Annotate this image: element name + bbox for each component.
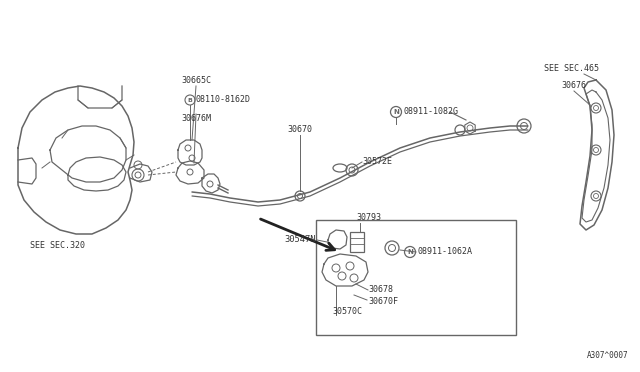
Text: 30670: 30670 xyxy=(287,125,312,134)
Text: 30572E: 30572E xyxy=(362,157,392,167)
Bar xyxy=(350,232,364,252)
Text: B: B xyxy=(188,97,193,103)
Text: 08110-8162D: 08110-8162D xyxy=(196,96,251,105)
Text: N: N xyxy=(393,109,399,115)
Text: 30670F: 30670F xyxy=(368,298,398,307)
Text: 30570C: 30570C xyxy=(332,307,362,316)
Text: 08911-1062A: 08911-1062A xyxy=(417,247,472,257)
Text: 30676M: 30676M xyxy=(181,114,211,123)
Text: 30678: 30678 xyxy=(368,285,393,295)
Bar xyxy=(316,220,516,335)
Text: 30547N: 30547N xyxy=(285,235,316,244)
Text: 30676: 30676 xyxy=(561,81,586,90)
Text: N: N xyxy=(407,249,413,255)
Text: 08911-1082G: 08911-1082G xyxy=(403,108,458,116)
Text: SEE SEC.465: SEE SEC.465 xyxy=(545,64,600,73)
Text: 30665C: 30665C xyxy=(181,76,211,85)
Text: SEE SEC.320: SEE SEC.320 xyxy=(31,241,86,250)
Text: A307^0007: A307^0007 xyxy=(586,351,628,360)
Text: 30793: 30793 xyxy=(356,213,381,222)
